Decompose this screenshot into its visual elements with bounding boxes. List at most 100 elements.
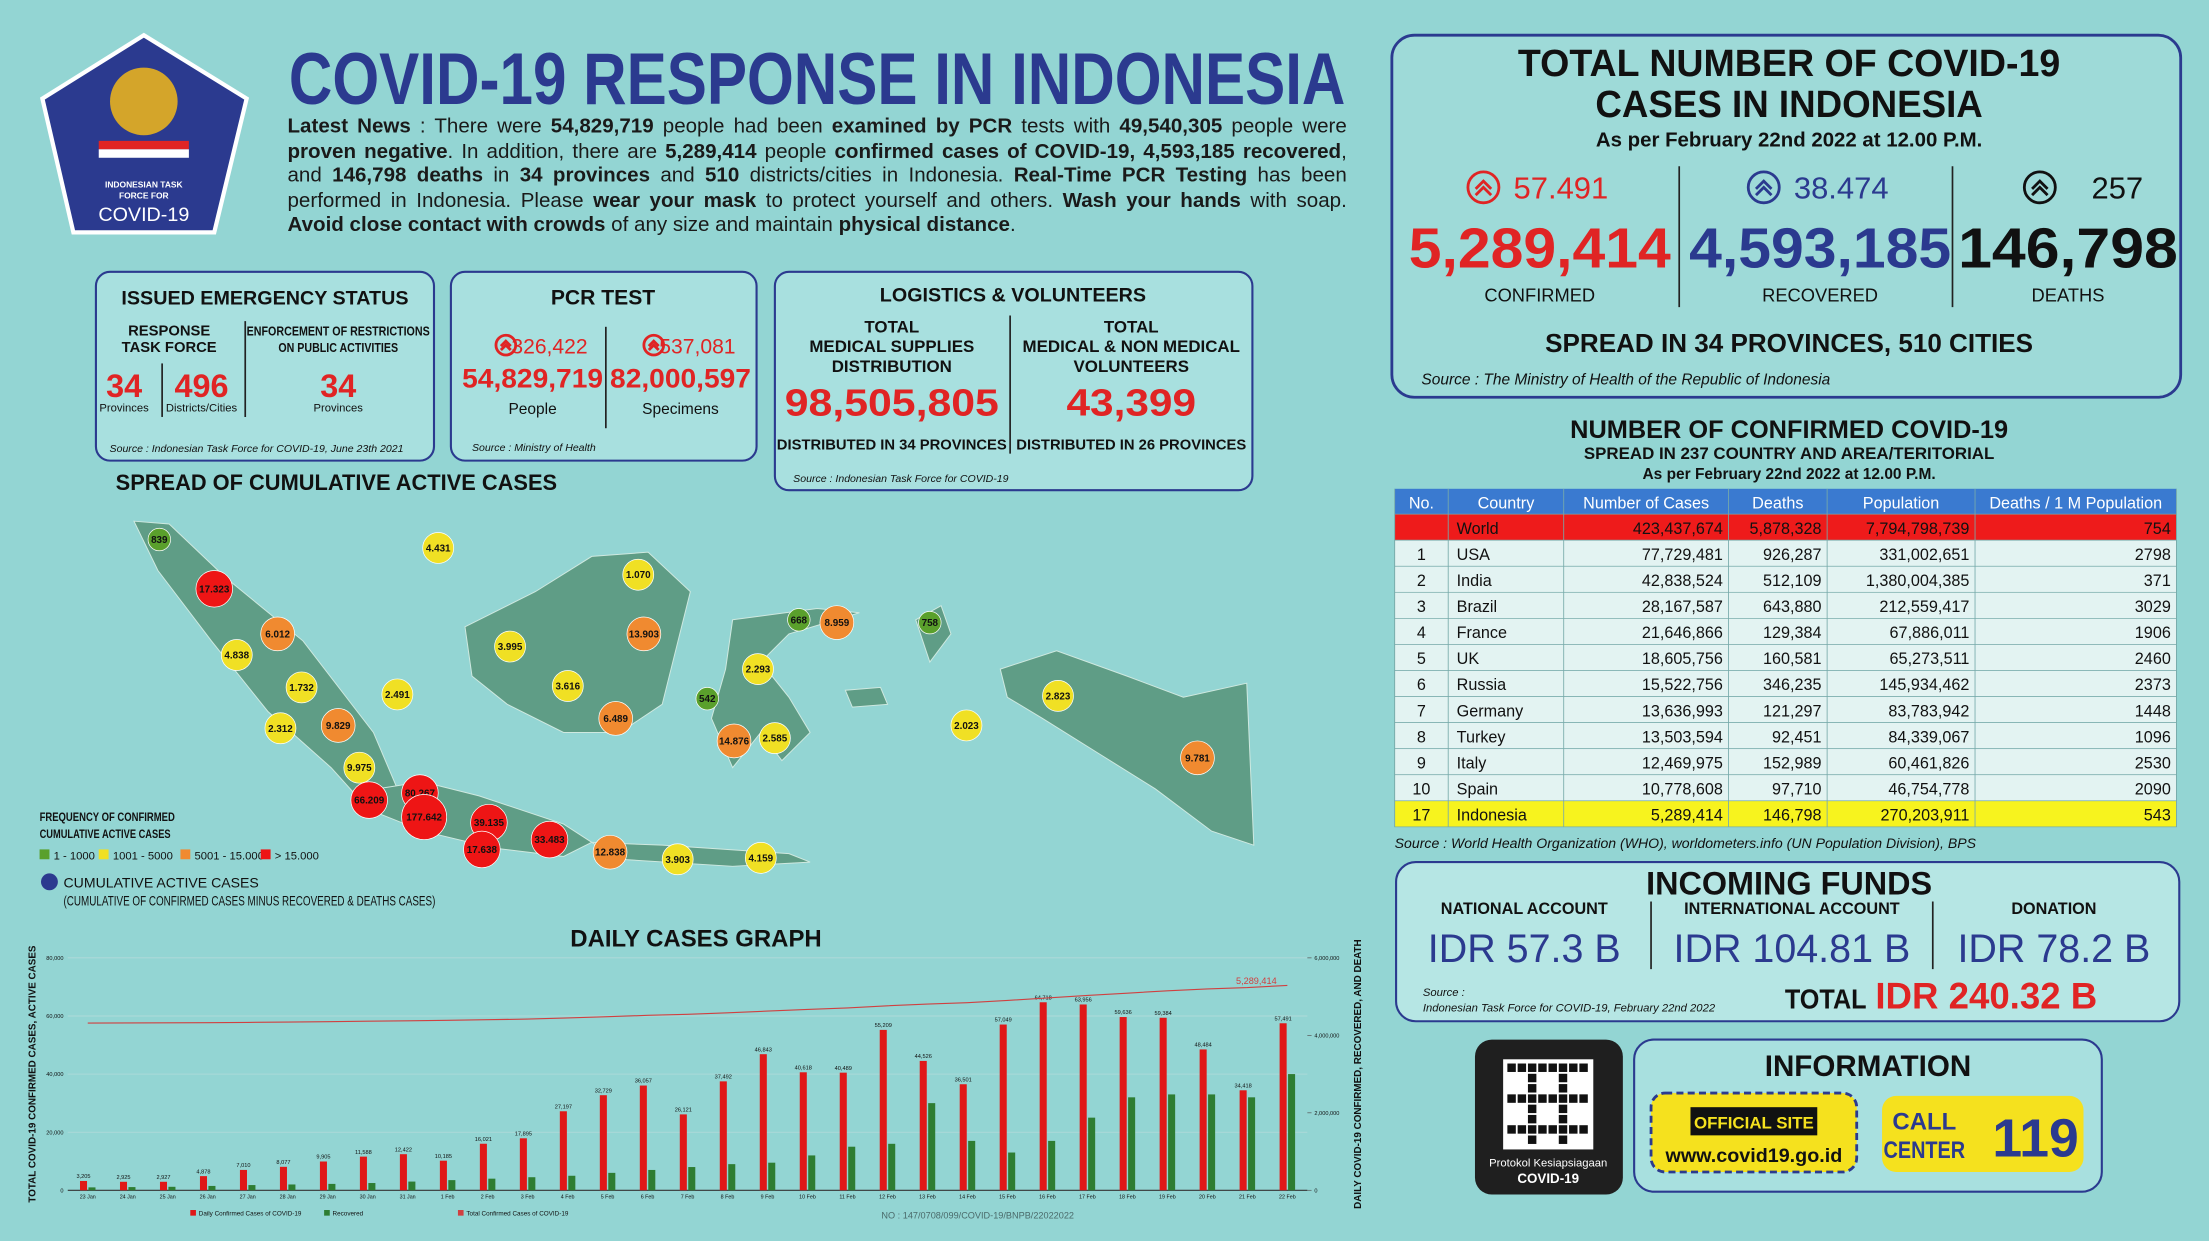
map-bubble [220,639,253,671]
value: 82,000,597 [610,363,751,393]
bar [399,1154,407,1191]
data-label: 26,121 [675,1108,692,1114]
increase-icon [647,339,660,348]
bar [1159,1017,1167,1191]
bar [319,1161,327,1191]
table-row-bg [1394,722,2177,750]
value: 43,399 [1066,383,1196,425]
x-tick-label: 31 Jan [400,1195,416,1201]
legend-swatch [98,849,109,860]
table-cell: 145,934,462 [1879,676,1969,694]
value: 146,798 [1958,217,2178,280]
table-cell: 160,581 [1763,650,1822,668]
increase: 38.474 [1794,171,1889,206]
table-cell: 67,886,011 [1890,624,1970,642]
qr-cell [1527,1073,1537,1083]
panel [1395,861,2181,1023]
increase-icon [1474,179,1493,190]
island [464,551,691,733]
table-row-bg [1394,800,2177,828]
qr-cell [1548,1125,1557,1134]
increase-icon [499,339,512,348]
table-cell: 9 [1417,754,1426,772]
table-cell: 13,503,594 [1642,728,1723,746]
table-cell: 371 [2144,572,2171,590]
legend-label: 1 - 1000 [54,850,95,862]
label: Source : World Health Organization (WHO)… [1395,835,1977,851]
heading: TOTAL NUMBER OF COVID-19 [1518,43,2060,85]
panel [1390,33,2183,399]
map-bubble [320,708,356,743]
bar [208,1185,216,1191]
bar [279,1166,287,1191]
bar [439,1160,447,1191]
bar [648,1169,656,1191]
news-text: wear your mask [593,189,757,213]
table-cell: 84,339,067 [1888,728,1969,746]
panel [773,270,1254,492]
data-label: 7,010 [236,1163,250,1169]
news-text: of any size and maintain [605,214,839,238]
label: VOLUNTEERS [1074,357,1189,376]
table-cell: 13,636,993 [1642,702,1723,720]
news-text: tests with [1012,115,1120,139]
call-box [1882,1095,2084,1172]
map-bubble [285,671,318,704]
label: Specimens [642,401,719,418]
table-cell: 18,605,756 [1642,650,1723,668]
label: FREQUENCY OF CONFIRMED [40,810,176,824]
bar [839,1072,847,1191]
island [710,608,860,769]
label: RESPONSE [128,323,210,339]
table-cell: 6 [1417,676,1426,694]
bubble-label: 1.070 [626,570,651,581]
bubble-label: 2.823 [1046,691,1071,702]
news-text: : There were [410,115,551,139]
data-label: 32,729 [595,1088,612,1094]
table-cell: 346,235 [1763,676,1822,694]
table-cell: India [1457,572,1492,590]
data-label: 37,492 [715,1075,732,1081]
qr-cell [1538,1063,1547,1072]
table-cell: 1906 [2135,624,2171,642]
bar [1279,1023,1287,1191]
x-tick-label: 7 Feb [681,1195,695,1201]
bubble-label: 542 [699,694,716,705]
map-bubble [195,570,233,608]
bar [159,1181,168,1191]
bubble-label: 33.483 [534,835,565,846]
data-label: 40,618 [795,1065,812,1071]
data-label: 8,077 [276,1160,290,1166]
bar [808,1155,816,1191]
qr-cell [1558,1063,1568,1072]
table-cell: Indonesia [1457,807,1527,825]
label: As per February 22nd 2022 at 12.00 P.M. [1596,129,1982,151]
value: 98,505,805 [785,383,999,425]
table-cell: 926,287 [1763,546,1822,564]
map-bubble [551,670,584,702]
bubble-label: 39.135 [474,818,505,829]
column-header: Population [1863,495,1940,513]
bar [1079,1004,1087,1191]
x-tick-label: 27 Jan [240,1195,256,1201]
label: CONFIRMED [1484,284,1595,305]
x-tick-label: 15 Feb [999,1195,1016,1201]
map-bubble [463,830,501,869]
qr-cell [1527,1135,1537,1144]
bar [288,1184,296,1191]
increase-icon [1754,179,1773,190]
map-bubble [787,608,811,632]
panel [94,270,436,462]
legend-swatch [190,1210,196,1216]
data-label: 11,588 [355,1150,372,1156]
x-tick-label: 6 Feb [641,1195,655,1201]
legend-label: 1001 - 5000 [113,850,173,862]
table-cell: 21,646,866 [1642,624,1723,642]
qr-cell [1517,1094,1527,1103]
qr-cell [1558,1104,1568,1114]
qr-cell [1569,1094,1578,1103]
column-header: Deaths [1752,495,1803,513]
label: DEATHS [2032,284,2105,305]
news-text: has been performed in Indonesia. Please [287,165,1347,213]
table-cell: 3 [1417,598,1426,616]
